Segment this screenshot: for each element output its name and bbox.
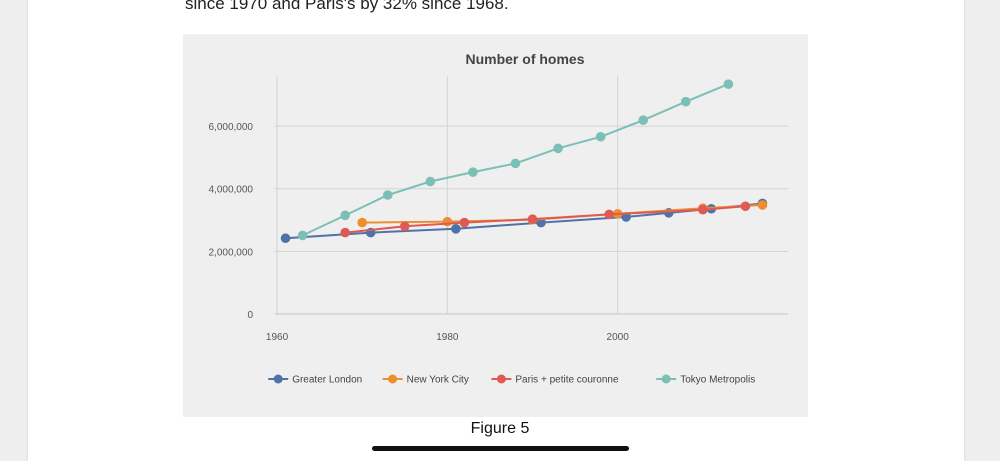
data-point — [604, 209, 614, 220]
series-tokyo-metropolis — [297, 79, 734, 241]
y-tick-label: 0 — [247, 310, 253, 321]
data-point — [595, 131, 606, 142]
data-point — [357, 217, 367, 228]
legend-label: Paris + petite couronne — [515, 375, 619, 386]
x-tick-label: 2000 — [607, 332, 630, 343]
legend-label: New York City — [407, 375, 469, 386]
legend-label: Tokyo Metropolis — [680, 375, 755, 386]
data-point — [553, 143, 563, 154]
data-point — [399, 221, 410, 232]
data-point — [468, 167, 478, 177]
legend-item: Tokyo Metropolis — [656, 374, 755, 386]
data-point — [340, 210, 350, 221]
legend-label: Greater London — [292, 375, 362, 386]
series-new-york-city — [357, 200, 768, 228]
data-point — [382, 190, 393, 200]
intro-text: since 1970 and Paris's by 32% since 1968… — [185, 0, 509, 13]
data-point — [681, 96, 691, 107]
home-indicator[interactable] — [372, 446, 629, 451]
data-point — [740, 201, 751, 212]
legend-item: Paris + petite couronne — [491, 374, 619, 386]
data-point — [510, 158, 521, 169]
line-chart: 0 2,000,000 4,000,000 6,000,000 1960 1980 2000… — [209, 51, 788, 386]
axes: 0 2,000,000 4,000,000 6,000,000 1960 1980 2000 — [209, 122, 788, 343]
legend-marker — [388, 374, 398, 384]
figure-caption: Figure 5 — [470, 420, 530, 437]
data-point — [425, 176, 436, 187]
data-point — [280, 233, 291, 244]
legend: Greater London New York City Paris + petit… — [268, 374, 755, 386]
data-point — [698, 204, 708, 215]
legend-item: New York City — [382, 374, 469, 386]
data-point — [297, 230, 308, 241]
legend-marker — [273, 374, 283, 384]
grid-lines — [275, 76, 788, 314]
chart-panel: 0 2,000,000 4,000,000 6,000,000 1960 1980 2000… — [183, 34, 808, 417]
data-point — [527, 214, 538, 224]
y-tick-label: 6,000,000 — [209, 122, 254, 133]
data-point — [638, 115, 649, 125]
chart-title: Number of homes — [465, 51, 584, 67]
data-point — [451, 224, 461, 234]
y-tick-label: 2,000,000 — [209, 247, 254, 258]
data-point — [757, 200, 768, 210]
legend-marker — [661, 374, 671, 384]
series-paris-petite-couronne — [340, 201, 751, 238]
data-point — [723, 79, 734, 89]
legend-item: Greater London — [268, 374, 362, 386]
data-point — [442, 216, 453, 227]
data-point — [340, 227, 350, 238]
y-tick-label: 4,000,000 — [209, 185, 254, 196]
data-point — [459, 217, 470, 228]
series — [280, 79, 768, 244]
x-tick-label: 1980 — [436, 332, 459, 343]
x-tick-label: 1960 — [266, 332, 289, 343]
legend-marker — [496, 374, 506, 384]
